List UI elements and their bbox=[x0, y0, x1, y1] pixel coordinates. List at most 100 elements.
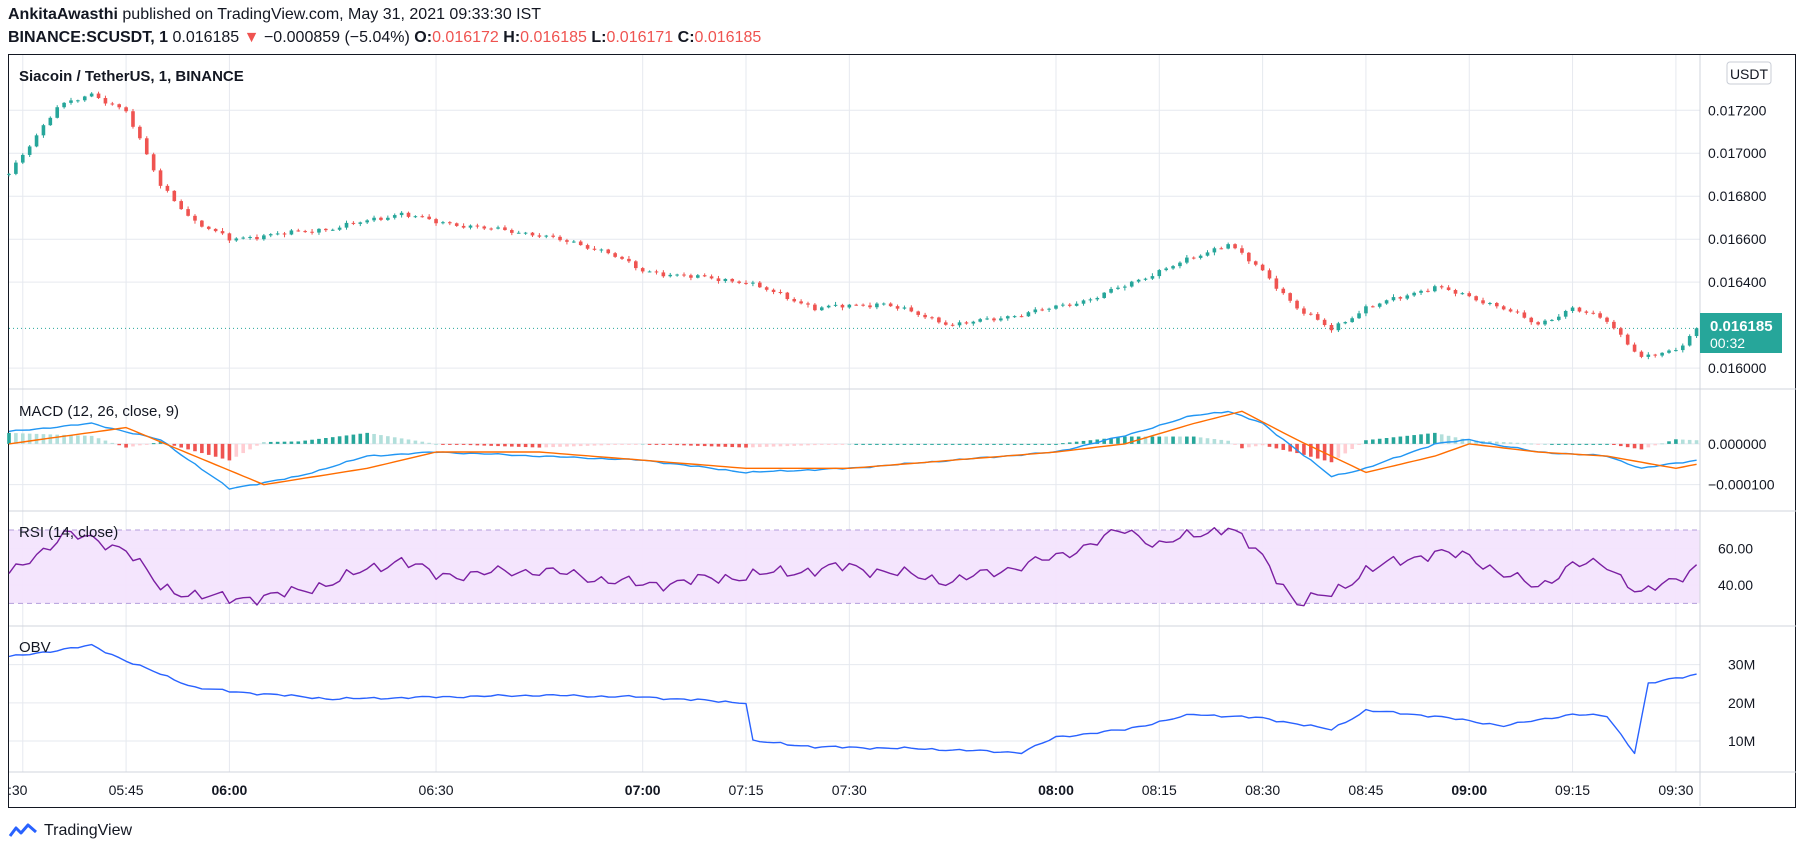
macd-histogram-bar bbox=[1605, 443, 1609, 445]
macd-histogram-bar bbox=[1680, 439, 1685, 444]
symbol-label: BINANCE:SCUSDT, 1 bbox=[8, 29, 169, 46]
candle-body bbox=[310, 231, 314, 233]
publisher-name[interactable]: AnkitaAwasthi bbox=[8, 6, 118, 23]
candle-body bbox=[606, 249, 611, 254]
macd-histogram-bar bbox=[957, 443, 962, 445]
candle-body bbox=[82, 96, 87, 101]
candle-body bbox=[1309, 313, 1313, 315]
time-axis-label: 08:00 bbox=[1038, 782, 1074, 798]
candle-body bbox=[27, 146, 32, 155]
candle-body bbox=[819, 307, 824, 311]
macd-histogram-bar bbox=[813, 443, 817, 446]
macd-histogram-bar bbox=[1171, 436, 1175, 444]
candle-body bbox=[551, 235, 555, 237]
candle-body bbox=[1467, 293, 1472, 297]
macd-histogram-bar bbox=[1116, 437, 1120, 444]
candle-body bbox=[620, 256, 624, 259]
candle-body bbox=[1295, 300, 1299, 309]
macd-histogram-bar bbox=[1185, 436, 1189, 444]
countdown-timer: 00:32 bbox=[1710, 335, 1745, 351]
macd-histogram-bar bbox=[1150, 436, 1155, 444]
macd-histogram-bar bbox=[1226, 440, 1230, 444]
price-axis-label: 0.016600 bbox=[1708, 231, 1767, 247]
candle-body bbox=[813, 304, 817, 311]
macd-histogram-bar bbox=[1364, 440, 1368, 444]
candle-body bbox=[1136, 279, 1141, 282]
candle-body bbox=[1012, 316, 1017, 318]
macd-histogram-bar bbox=[654, 443, 659, 445]
currency-button[interactable]: USDT bbox=[1726, 61, 1772, 85]
candle-body bbox=[957, 322, 962, 326]
candle-body bbox=[1061, 304, 1065, 306]
candle-body bbox=[1536, 322, 1540, 325]
candle-body bbox=[489, 228, 493, 230]
macd-histogram-bar bbox=[1350, 443, 1354, 450]
macd-histogram-bar bbox=[964, 443, 969, 445]
macd-histogram-bar bbox=[1460, 438, 1465, 444]
macd-histogram-bar bbox=[661, 443, 666, 445]
candle-body bbox=[1164, 268, 1168, 271]
candle-body bbox=[909, 307, 914, 312]
macd-histogram-bar bbox=[764, 443, 769, 447]
candle-body bbox=[255, 236, 259, 240]
tradingview-logo-icon bbox=[8, 823, 37, 837]
candle-body bbox=[165, 185, 170, 191]
macd-histogram-bar bbox=[875, 443, 879, 445]
candle-body bbox=[482, 226, 487, 229]
candle-body bbox=[1143, 278, 1148, 280]
candle-body bbox=[124, 107, 128, 112]
macd-histogram-bar bbox=[1660, 443, 1664, 445]
macd-histogram-bar bbox=[709, 443, 714, 447]
macd-histogram-bar bbox=[144, 443, 149, 445]
macd-histogram-bar bbox=[1109, 438, 1113, 444]
macd-histogram-bar bbox=[744, 443, 748, 448]
macd-histogram-bar bbox=[234, 443, 239, 457]
macd-pane-title: MACD (12, 26, close, 9) bbox=[19, 403, 179, 420]
tradingview-brand[interactable]: TradingView bbox=[44, 822, 133, 839]
macd-histogram-bar bbox=[1081, 440, 1086, 444]
macd-histogram-bar bbox=[158, 442, 163, 444]
macd-histogram bbox=[7, 432, 1699, 463]
candle-body bbox=[1474, 296, 1478, 301]
candle-body bbox=[62, 102, 66, 108]
candle-body bbox=[131, 111, 135, 127]
macd-histogram-bar bbox=[1674, 439, 1678, 444]
macd-histogram-bar bbox=[303, 440, 307, 444]
candle-body bbox=[861, 304, 865, 306]
macd-histogram-bar bbox=[1453, 437, 1458, 444]
macd-histogram-bar bbox=[1033, 443, 1038, 445]
candle-body bbox=[1081, 300, 1086, 304]
candle-body bbox=[1088, 299, 1093, 301]
candle-body bbox=[1233, 244, 1237, 249]
candle-body bbox=[1226, 244, 1230, 249]
obv-pane-title: OBV bbox=[19, 639, 51, 656]
macd-histogram-bar bbox=[289, 441, 294, 444]
rsi-line bbox=[8, 527, 1698, 607]
candle-body bbox=[1550, 319, 1554, 321]
candle-body bbox=[275, 233, 280, 235]
candle-body bbox=[668, 274, 673, 277]
macd-histogram-bar bbox=[1357, 443, 1361, 445]
rsi-band bbox=[9, 530, 1700, 604]
candle-body bbox=[1267, 270, 1272, 279]
candle-body bbox=[1660, 352, 1664, 356]
macd-histogram-bar bbox=[7, 432, 11, 444]
macd-histogram-bar bbox=[1026, 443, 1031, 445]
candle-body bbox=[613, 253, 617, 257]
candle-body bbox=[1102, 292, 1106, 298]
macd-histogram-bar bbox=[1529, 443, 1534, 445]
macd-histogram-bar bbox=[296, 441, 301, 444]
macd-histogram-bar bbox=[1550, 443, 1554, 445]
rsi-band-lines bbox=[9, 529, 1700, 604]
macd-histogram-bar bbox=[1612, 443, 1616, 445]
candle-body bbox=[881, 303, 886, 305]
candle-body bbox=[950, 324, 955, 326]
macd-histogram-bar bbox=[1253, 443, 1258, 447]
candle-body bbox=[386, 217, 390, 220]
candle-body bbox=[503, 227, 507, 231]
macd-histogram-bar bbox=[971, 443, 976, 445]
candle-body bbox=[1191, 257, 1196, 259]
macd-histogram-bar bbox=[695, 443, 700, 446]
candle-body bbox=[138, 126, 142, 139]
